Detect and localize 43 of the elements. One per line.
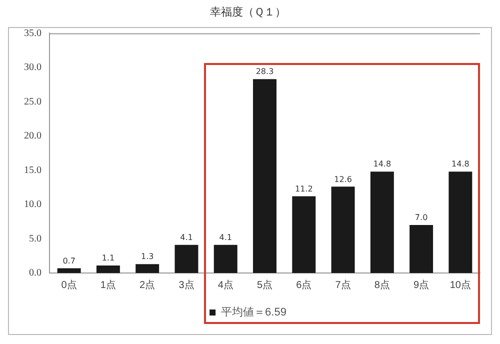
bar xyxy=(214,244,238,273)
data-label: 28.3 xyxy=(256,67,274,76)
y-tick-label: 0.0 xyxy=(29,268,42,279)
bar xyxy=(96,265,120,273)
data-label: 4.1 xyxy=(219,232,232,242)
data-label: 0.7 xyxy=(62,256,76,266)
data-label: 12.6 xyxy=(334,174,352,184)
bar xyxy=(331,186,355,273)
x-tick-label: 3点 xyxy=(178,278,194,291)
x-tick-label: 4点 xyxy=(218,278,234,291)
data-label: 1.3 xyxy=(140,252,154,262)
bar xyxy=(57,268,81,273)
y-tick-label: 20.0 xyxy=(24,130,42,142)
data-label: 11.2 xyxy=(294,184,313,194)
data-label: 14.8 xyxy=(452,160,470,169)
bar xyxy=(410,225,434,273)
data-label: 7.0 xyxy=(414,213,428,222)
y-tick-label: 5.0 xyxy=(29,233,42,244)
bar xyxy=(370,172,394,273)
x-tick-label: 10点 xyxy=(450,278,471,291)
x-tick-label: 9点 xyxy=(414,278,430,291)
y-tick-label: 15.0 xyxy=(24,164,42,176)
chart-title: 幸福度（Ｑ１） xyxy=(210,6,286,19)
legend-label: 平均値＝6.59 xyxy=(221,306,286,319)
bar xyxy=(253,79,276,273)
y-tick-label: 10.0 xyxy=(24,199,42,210)
x-tick-label: 6点 xyxy=(296,278,312,291)
x-tick-label: 8点 xyxy=(374,278,390,291)
x-tick-label: 7点 xyxy=(335,278,351,291)
bar xyxy=(174,244,198,273)
data-label: 14.8 xyxy=(373,160,392,169)
bar xyxy=(448,172,472,273)
bar xyxy=(292,196,316,273)
data-label: 1.1 xyxy=(102,254,115,263)
y-tick-label: 30.0 xyxy=(24,62,42,74)
x-tick-label: 0点 xyxy=(61,278,77,291)
x-tick-label: 5点 xyxy=(256,278,273,291)
y-tick-label: 25.0 xyxy=(24,96,42,108)
y-tick-label: 35.0 xyxy=(24,28,42,39)
x-tick-label: 2点 xyxy=(140,278,156,291)
x-tick-label: 1点 xyxy=(100,278,116,291)
data-label: 4.1 xyxy=(180,232,193,242)
bar xyxy=(136,264,160,273)
